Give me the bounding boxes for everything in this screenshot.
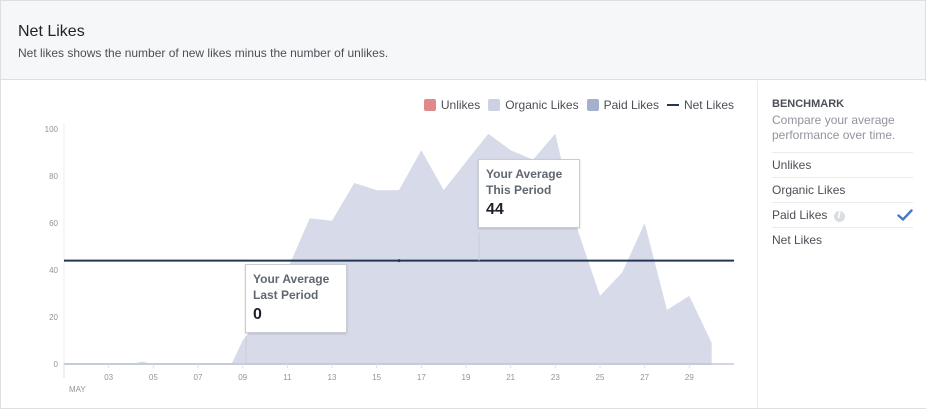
x-tick-label: 21 [506,373,515,382]
chart-area: 0 20 40 60 80 100 03 05 07 09 11 13 15 17 19 21 23 25 27 29… [1,81,756,408]
benchmark-item-paid-likes[interactable]: Paid Likes i [772,203,913,228]
checkmark-icon [897,209,913,221]
legend-swatch-unlikes [423,99,436,111]
legend-swatch-net-likes [666,104,679,106]
benchmark-list: Unlikes Organic Likes Paid Likes i Net L… [772,152,913,252]
legend-label-unlikes: Unlikes [440,98,481,112]
benchmark-item-unlikes[interactable]: Unlikes [772,153,913,178]
x-tick-label: 07 [194,373,203,382]
legend-label-paid-likes: Paid Likes [603,98,659,112]
callout-last-period-value: 0 [253,306,262,323]
panel-title: Net Likes [18,23,85,40]
benchmark-sidebar: BENCHMARK Compare your average performan… [757,81,926,408]
callout-last-period-line2: Last Period [253,288,319,302]
y-tick-label: 0 [54,360,59,369]
x-tick-label: 11 [283,373,292,382]
net-likes-chart: 0 20 40 60 80 100 03 05 07 09 11 13 15 17 19 21 23 25 27 29… [45,123,734,394]
benchmark-midpoint-marker [397,259,401,263]
x-tick-label: 15 [372,373,381,382]
benchmark-item-net-likes[interactable]: Net Likes [772,228,913,252]
month-label: MAY [69,385,86,394]
callout-this-period: Your Average This Period 44 [478,159,580,228]
y-tick-label: 100 [45,125,59,134]
x-tick-label: 03 [104,373,113,382]
legend-item-unlikes[interactable]: Unlikes [423,98,481,112]
callout-last-period-line1: Your Average [253,272,330,286]
legend-item-paid-likes[interactable]: Paid Likes [586,98,659,112]
benchmark-item-label: Organic Likes [772,183,846,197]
legend-swatch-paid-likes [586,99,599,111]
legend-swatch-organic-likes [488,99,501,111]
legend-label-net-likes: Net Likes [683,98,734,112]
y-tick-label: 80 [49,172,58,181]
legend-label-organic-likes: Organic Likes [505,98,579,112]
benchmark-title: BENCHMARK [772,98,845,110]
benchmark-item-label: Paid Likes [772,208,828,222]
legend-item-net-likes[interactable]: Net Likes [666,98,734,112]
callout-last-period: Your Average Last Period 0 [245,264,347,333]
x-tick-label: 27 [640,373,649,382]
x-tick-label: 19 [462,373,471,382]
y-tick-label: 20 [49,313,58,322]
legend-item-organic-likes[interactable]: Organic Likes [488,98,579,112]
x-tick-label: 17 [417,373,426,382]
benchmark-item-label: Net Likes [772,233,823,247]
x-tick-label: 05 [149,373,158,382]
callout-this-period-line1: Your Average [486,167,563,181]
panel-subtitle: Net likes shows the number of new likes … [18,46,389,60]
benchmark-description: Compare your average performance over ti… [772,113,896,142]
x-tick-label: 29 [685,373,694,382]
y-tick-label: 60 [49,219,58,228]
organic-likes-area [64,133,712,364]
panel-header: Net Likes Net likes shows the number of … [1,1,925,80]
y-tick-label: 40 [49,266,58,275]
x-tick-label: 23 [551,373,560,382]
x-tick-label: 09 [238,373,247,382]
benchmark-item-label: Unlikes [772,158,812,172]
callout-this-period-value: 44 [486,201,504,218]
info-icon[interactable]: i [833,211,845,222]
benchmark-item-organic-likes[interactable]: Organic Likes [772,178,913,203]
callout-this-period-line2: This Period [486,183,552,197]
chart-legend: Unlikes Organic Likes Paid Likes Net Lik… [423,98,734,112]
x-tick-label: 13 [328,373,337,382]
x-tick-label: 25 [596,373,605,382]
